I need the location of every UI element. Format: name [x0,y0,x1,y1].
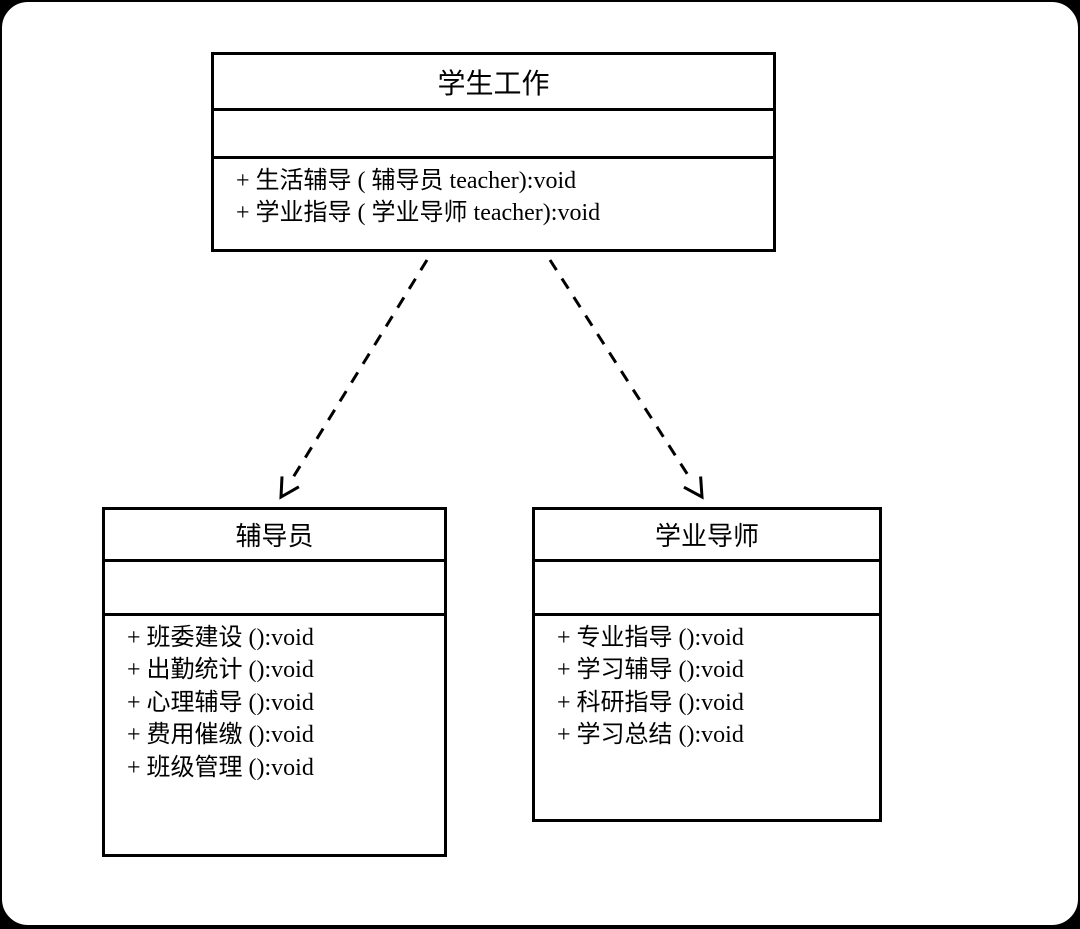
method-line: + 生活辅导 ( 辅导员 teacher):void [236,165,773,197]
method-line: + 心理辅导 ():void [127,687,444,719]
class-title: 辅导员 [105,510,444,562]
arrowhead-icon [684,477,702,497]
class-title: 学生工作 [214,55,773,111]
method-line: + 专业指导 ():void [557,622,879,654]
method-line: + 班级管理 ():void [127,752,444,784]
arrowhead-icon [281,476,299,497]
class-title: 学业导师 [535,510,879,562]
dependency-edge [550,260,692,482]
method-line: + 学习辅导 ():void [557,654,879,686]
method-line: + 学业指导 ( 学业导师 teacher):void [236,197,773,229]
method-line: + 班委建设 ():void [127,622,444,654]
dependency-edge [290,260,427,482]
class-methods: + 专业指导 ():void + 学习辅导 ():void + 科研指导 ():… [535,616,879,758]
method-line: + 出勤统计 ():void [127,654,444,686]
class-box-student-work: 学生工作 + 生活辅导 ( 辅导员 teacher):void + 学业指导 (… [211,52,776,252]
class-box-advisor: 学业导师 + 专业指导 ():void + 学习辅导 ():void + 科研指… [532,507,882,822]
class-attributes [535,562,879,616]
diagram-frame: 学生工作 + 生活辅导 ( 辅导员 teacher):void + 学业指导 (… [0,0,1080,927]
class-box-counselor: 辅导员 + 班委建设 ():void + 出勤统计 ():void + 心理辅导… [102,507,447,857]
class-methods: + 生活辅导 ( 辅导员 teacher):void + 学业指导 ( 学业导师… [214,159,773,236]
method-line: + 科研指导 ():void [557,687,879,719]
class-attributes [214,111,773,159]
class-methods: + 班委建设 ():void + 出勤统计 ():void + 心理辅导 ():… [105,616,444,790]
method-line: + 学习总结 ():void [557,719,879,751]
method-line: + 费用催缴 ():void [127,719,444,751]
class-attributes [105,562,444,616]
